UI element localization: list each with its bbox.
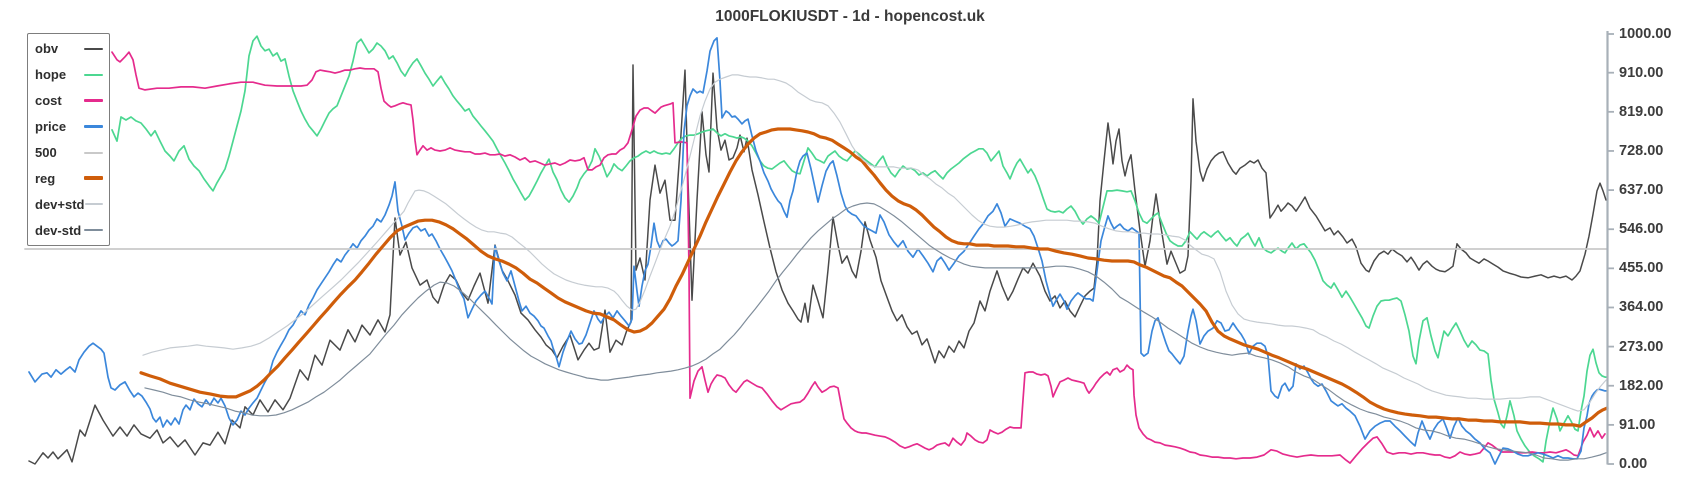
legend-label-obv: obv [35,41,59,57]
legend-swatch-price [84,125,103,128]
legend-item-reg: reg [28,165,109,191]
y-axis-label: 546.00 [1619,221,1664,238]
series-line-dev+std [142,74,1607,412]
y-axis-label: 455.00 [1619,260,1664,277]
page-title: 1000FLOKIUSDT - 1d - hopencost.uk [715,8,985,25]
legend-swatch-dev-plus-std [84,203,103,206]
series-line-cost [111,51,1606,464]
series-line-reg [139,127,1609,428]
legend: obv hope cost price 500 reg dev+std dev [27,33,110,246]
legend-label-hope: hope [35,67,67,83]
legend-label-dev-minus-std: dev-std [35,222,82,238]
y-axis-label: 1000.00 [1619,26,1672,42]
legend-item-dev-minus-std: dev-std [28,217,109,243]
legend-label-reg: reg [35,170,56,186]
legend-item-obv: obv [28,36,109,62]
legend-label-dev-plus-std: dev+std [35,196,85,212]
legend-swatch-reg [84,176,103,181]
y-axis-label: 364.00 [1619,299,1664,316]
y-axis-label: 91.00 [1619,416,1656,433]
y-axis-label: 728.00 [1619,142,1664,159]
series-line-obv [28,64,1607,465]
legend-label-cost: cost [35,93,62,109]
legend-item-500: 500 [28,140,109,166]
y-axis-label: 910.00 [1619,64,1664,81]
y-axis-label: 182.00 [1619,377,1664,394]
legend-item-price: price [28,114,109,140]
series-line-hope [111,35,1608,463]
legend-swatch-hope [84,73,103,77]
y-axis-label: 0.00 [1619,456,1648,472]
series-line-price [28,37,1608,465]
legend-swatch-dev-minus-std [84,229,103,232]
y-axis-label: 273.00 [1619,338,1664,355]
legend-label-price: price [35,119,67,135]
legend-label-500: 500 [35,145,57,160]
legend-item-hope: hope [28,62,109,88]
legend-swatch-cost [84,99,103,102]
legend-swatch-obv [84,47,103,51]
legend-swatch-500 [84,151,103,154]
y-axis-label: 819.00 [1619,103,1664,120]
y-axis-label: 637.00 [1619,182,1664,199]
series-line-dev-std [144,202,1607,461]
legend-item-dev-plus-std: dev+std [28,191,109,217]
legend-item-cost: cost [28,88,109,114]
